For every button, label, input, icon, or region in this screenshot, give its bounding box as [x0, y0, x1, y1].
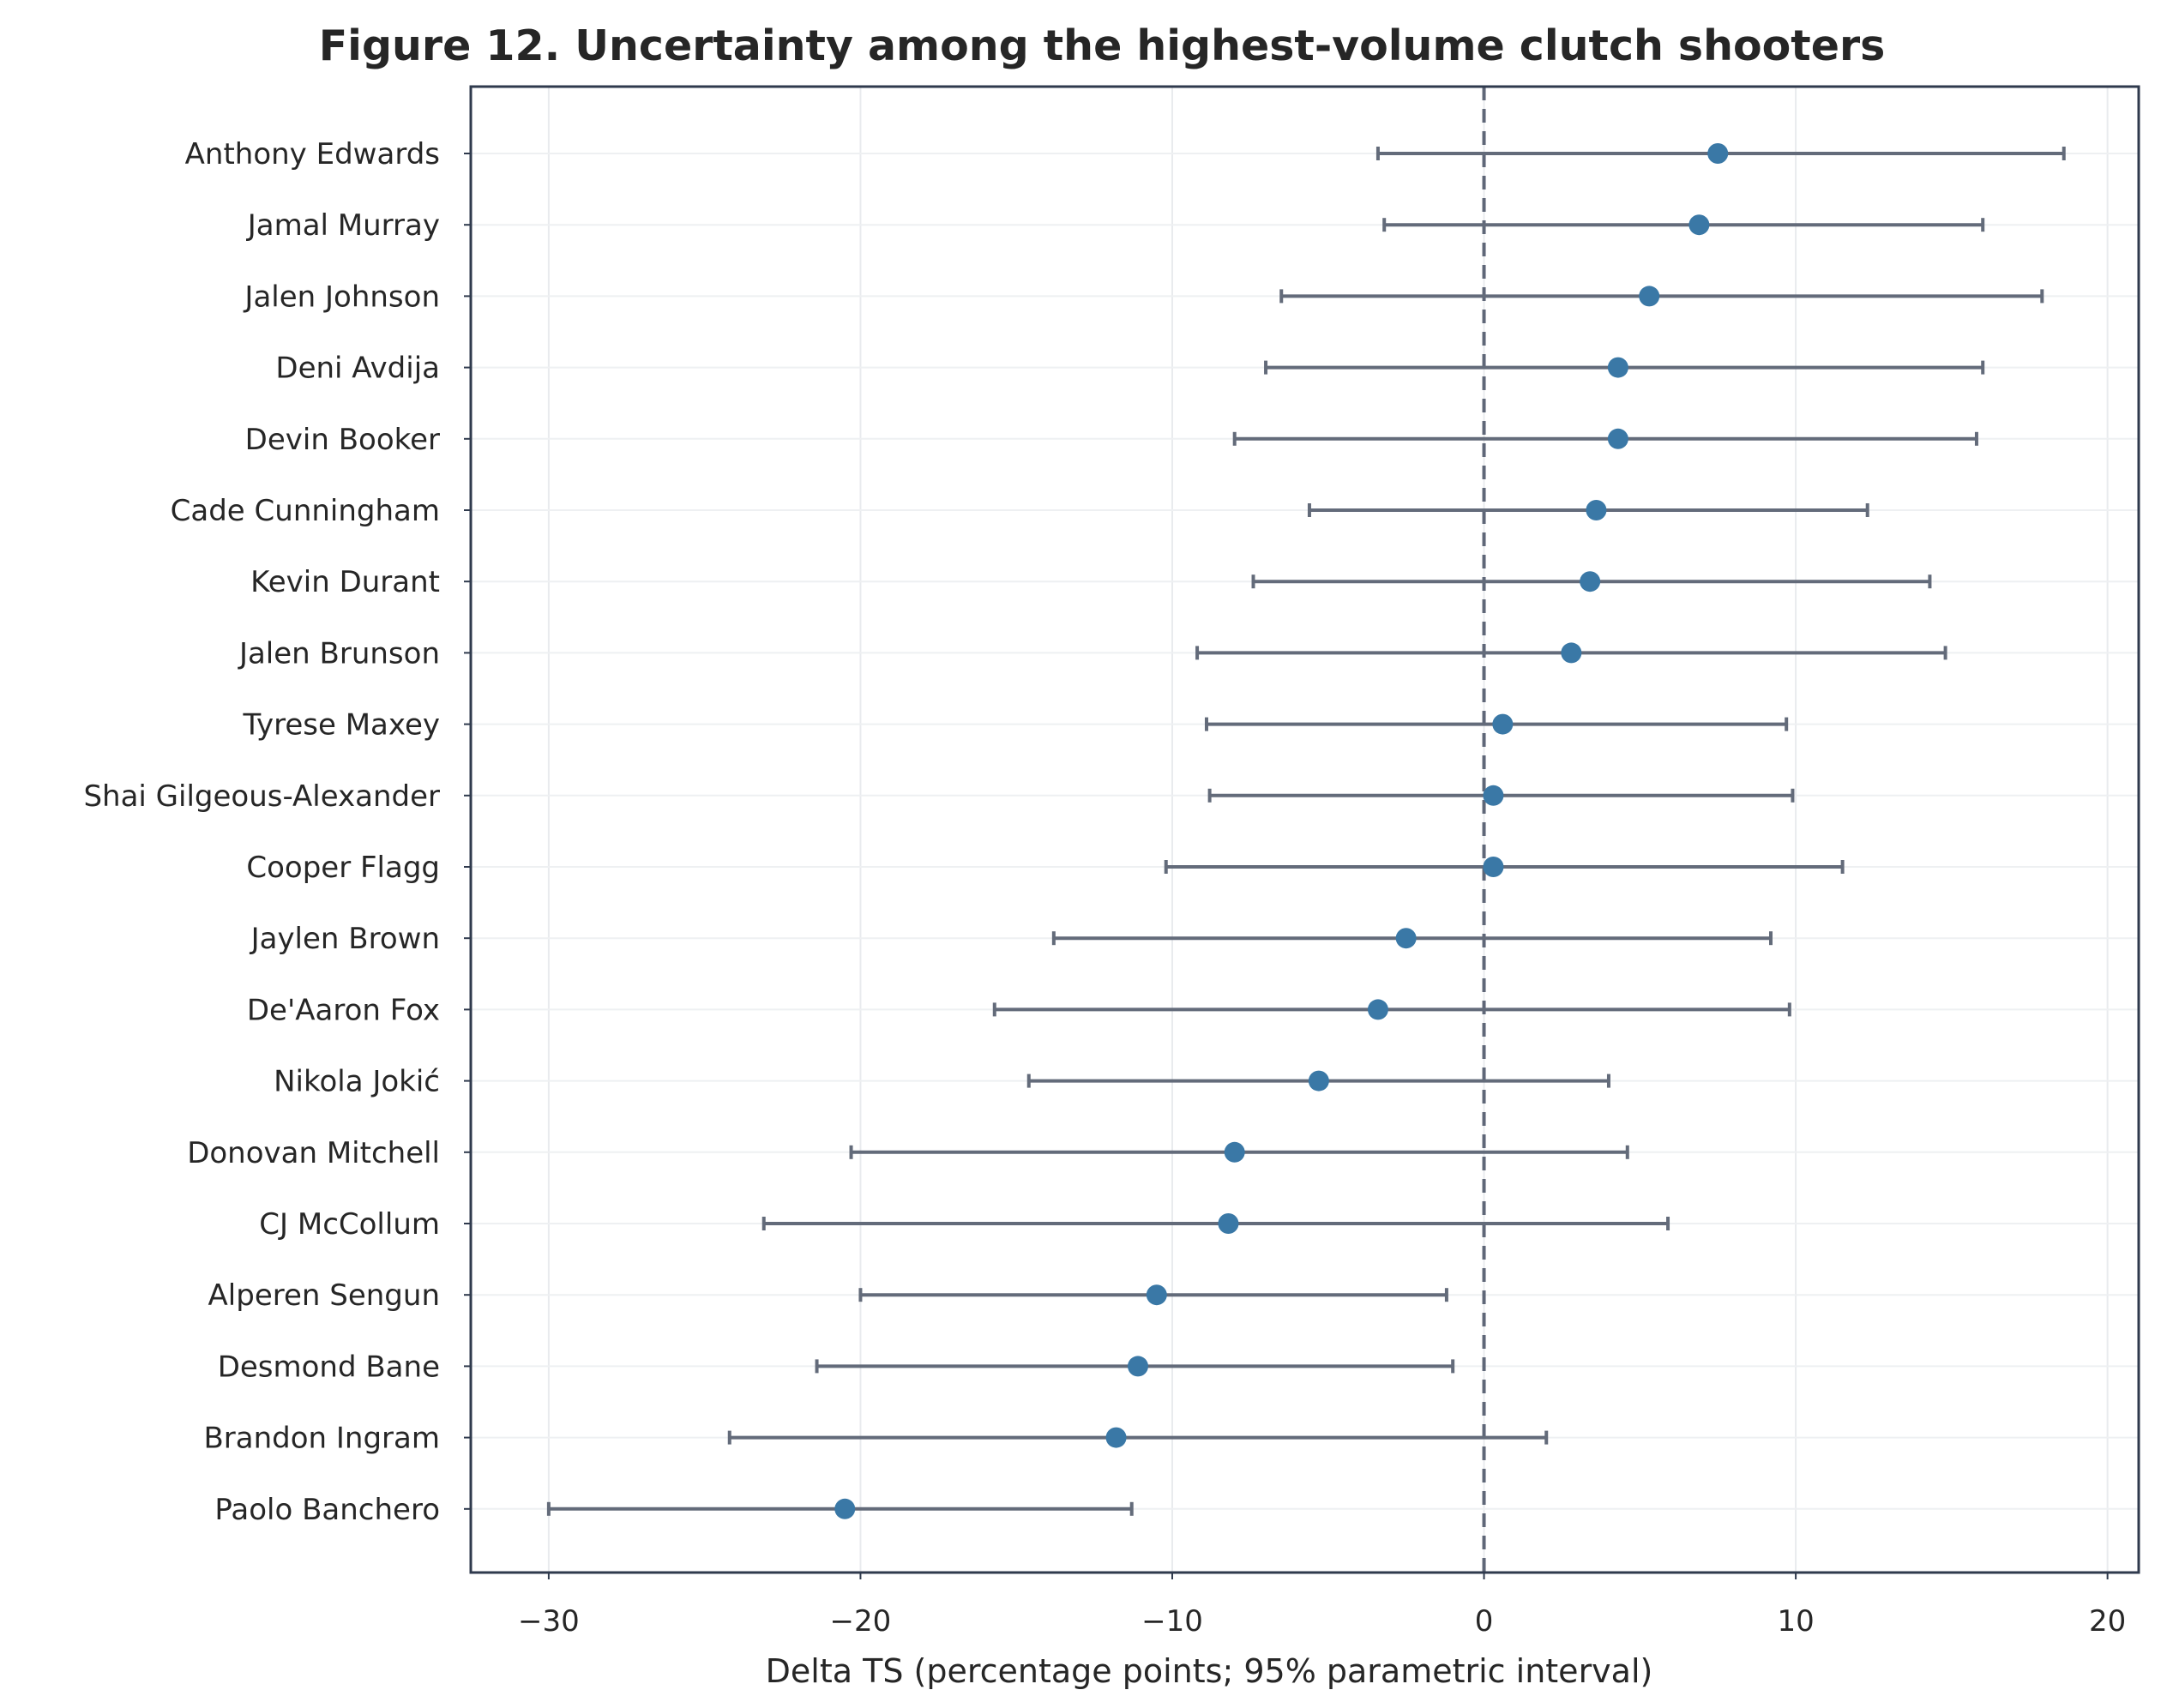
x-tick-label: −20 — [830, 1604, 892, 1639]
point-estimate — [1146, 1284, 1167, 1306]
y-tick-label: Donovan Mitchell — [187, 1136, 440, 1170]
x-tick-label: −30 — [518, 1604, 580, 1639]
y-tick-label: Nikola Jokić — [274, 1065, 440, 1099]
point-estimate — [1224, 1141, 1245, 1163]
point-estimate — [1308, 1070, 1329, 1092]
point-estimate — [1580, 571, 1601, 592]
point-estimate — [1105, 1427, 1127, 1448]
y-tick-label: CJ McCollum — [259, 1207, 440, 1242]
point-estimate — [1483, 785, 1504, 806]
point-estimate — [1128, 1356, 1148, 1377]
point-estimate — [1586, 500, 1607, 520]
point-estimate — [1561, 642, 1582, 664]
point-estimate — [1218, 1213, 1239, 1234]
y-tick-label: Cade Cunningham — [171, 494, 440, 528]
y-tick-label: Jalen Brunson — [238, 636, 440, 671]
x-tick-label: −10 — [1141, 1604, 1203, 1639]
y-tick-label: Tyrese Maxey — [243, 708, 440, 743]
point-estimate — [1395, 928, 1417, 949]
point-estimate — [1492, 713, 1514, 735]
y-axis-ticks: Anthony Edwards Jamal Murray Jalen Johnson… — [83, 137, 471, 1527]
y-tick-label: Alperen Sengun — [208, 1278, 440, 1313]
x-tick-label: 20 — [2089, 1604, 2126, 1639]
y-tick-label: Shai Gilgeous-Alexander — [83, 779, 440, 814]
point-estimates — [834, 143, 1729, 1519]
chart-title: Figure 12. Uncertainty among the highest… — [319, 21, 1886, 70]
y-tick-label: Cooper Flagg — [246, 851, 440, 885]
y-tick-label: Devin Booker — [245, 423, 440, 457]
plot-frame — [469, 85, 2140, 1574]
y-tick-label: Desmond Bane — [218, 1350, 440, 1384]
y-tick-label: De'Aaron Fox — [247, 993, 440, 1027]
y-tick-label: Paolo Banchero — [214, 1493, 440, 1527]
x-axis-label: Delta TS (percentage points; 95% paramet… — [766, 1652, 1653, 1690]
point-estimate — [1607, 357, 1628, 378]
point-estimate — [834, 1498, 856, 1519]
point-estimate — [1367, 999, 1388, 1020]
y-tick-label: Jamal Murray — [246, 208, 440, 243]
x-tick-label: 10 — [1777, 1604, 1814, 1639]
grid — [471, 87, 2139, 1573]
y-tick-label: Jaylen Brown — [250, 922, 440, 956]
point-estimate — [1707, 143, 1729, 164]
y-tick-label: Anthony Edwards — [185, 137, 440, 171]
point-estimate — [1639, 286, 1660, 307]
confidence-intervals — [546, 147, 2066, 1516]
x-axis-ticks: −30 −20 −10 0 10 20 — [518, 1573, 2126, 1639]
point-estimate — [1607, 428, 1628, 449]
y-tick-label: Kevin Durant — [250, 565, 440, 599]
y-tick-label: Jalen Johnson — [243, 280, 440, 314]
y-tick-label: Brandon Ingram — [203, 1422, 440, 1456]
x-tick-label: 0 — [1475, 1604, 1494, 1639]
point-estimate — [1483, 857, 1504, 877]
point-estimate — [1688, 214, 1710, 236]
y-tick-label: Deni Avdija — [275, 352, 440, 386]
